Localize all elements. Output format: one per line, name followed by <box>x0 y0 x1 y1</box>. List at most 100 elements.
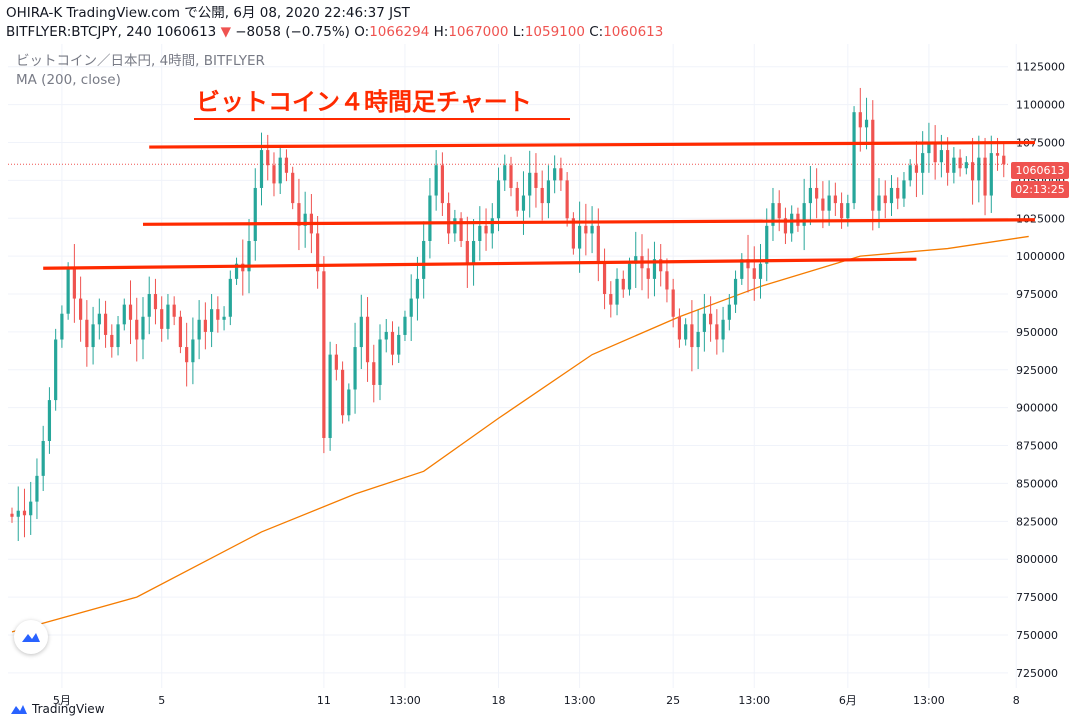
candle-body <box>340 369 345 416</box>
trendline <box>43 257 917 270</box>
candle-body <box>933 142 937 163</box>
indicator-label[interactable]: MA (200, close) <box>16 72 121 88</box>
candle-body <box>422 240 426 279</box>
tradingview-logo-button[interactable] <box>14 620 48 654</box>
candle-body <box>347 389 351 416</box>
candle-body <box>733 278 738 305</box>
candle-body <box>91 324 95 348</box>
candle-body <box>135 319 139 340</box>
candle-body <box>765 225 769 264</box>
candle-body <box>103 313 108 335</box>
candle-body <box>964 162 968 169</box>
candle-body <box>297 203 301 226</box>
candle-body <box>10 513 14 517</box>
publish-line: OHIRA-K TradingView.com で公開, 6月 08, 2020… <box>6 5 410 21</box>
candle-body <box>621 278 625 290</box>
candle-body <box>128 304 133 320</box>
candle-body <box>496 180 501 219</box>
countdown-tag: 02:13:25 <box>1011 181 1069 198</box>
candle-body <box>97 313 101 325</box>
candle-body <box>16 510 20 517</box>
candle-body <box>721 319 725 340</box>
candle-body <box>627 263 632 290</box>
candle-body <box>553 168 557 181</box>
candle-body <box>359 316 363 348</box>
trendline <box>142 218 1035 226</box>
candle-body <box>409 298 413 317</box>
candle-body <box>228 278 232 317</box>
candle-body <box>259 150 264 188</box>
candle-body <box>777 203 781 219</box>
candle-body <box>316 233 320 272</box>
low-label: L: <box>512 24 525 40</box>
candle-body <box>995 153 1000 156</box>
candle-body <box>247 240 251 272</box>
x-tick-label: 11 <box>317 694 331 707</box>
candle-body <box>521 195 526 211</box>
candle-body <box>702 313 706 332</box>
candle-body <box>328 354 332 438</box>
candle-body <box>303 213 307 226</box>
candle-body <box>652 259 657 279</box>
change-value: −8058 (−0.75%) <box>235 24 350 40</box>
candle-body <box>266 150 270 166</box>
candle-body <box>334 354 338 370</box>
open-label: O: <box>354 24 370 40</box>
candle-body <box>384 331 388 340</box>
candle-body <box>54 339 58 401</box>
candle-body <box>428 195 432 241</box>
candle-body <box>946 150 950 173</box>
low-value: 1059100 <box>524 24 585 40</box>
candle-body <box>715 324 719 340</box>
footer-brand[interactable]: TradingView <box>10 702 105 716</box>
candle-body <box>546 180 551 204</box>
candle-body <box>727 304 731 320</box>
candle-body <box>534 172 538 188</box>
candle-body <box>116 324 120 348</box>
candle-body <box>203 319 207 332</box>
y-tick-label: 750000 <box>1016 629 1058 642</box>
x-tick-label: 13:00 <box>564 694 596 707</box>
chart-header: OHIRA-K TradingView.com で公開, 6月 08, 2020… <box>6 4 663 42</box>
candle-body <box>471 240 476 264</box>
series-title[interactable]: ビットコイン／日本円, 4時間, BITFLYER <box>16 53 265 69</box>
candle-body <box>646 268 650 279</box>
candle-body <box>846 203 850 219</box>
candle-body <box>216 309 220 320</box>
y-tick-label: 800000 <box>1016 553 1058 566</box>
candle-body <box>222 316 226 320</box>
candle-body <box>122 304 126 325</box>
candle-body <box>671 289 675 317</box>
candle-body <box>66 268 70 314</box>
candle-body <box>565 180 569 219</box>
candle-body <box>415 278 420 299</box>
candle-body <box>927 142 931 154</box>
candle-body <box>609 294 613 305</box>
candle-body <box>291 172 295 204</box>
candle-body <box>160 309 164 329</box>
candle-body <box>1002 155 1006 165</box>
candle-body <box>808 187 812 204</box>
candle-body <box>596 225 600 264</box>
candle-body <box>590 225 594 234</box>
tradingview-logo-icon <box>22 633 40 642</box>
x-tick-label: 18 <box>492 694 506 707</box>
candle-body <box>684 324 688 340</box>
y-tick-label: 1100000 <box>1016 99 1065 112</box>
candle-body <box>47 400 52 442</box>
y-tick-label: 850000 <box>1016 477 1058 490</box>
close-label: C: <box>589 24 604 40</box>
candle-body <box>921 153 925 173</box>
candle-body <box>272 165 276 184</box>
candle-body <box>447 203 451 234</box>
y-tick-label: 725000 <box>1016 667 1058 680</box>
candle-body <box>390 331 395 355</box>
y-tick-label: 1125000 <box>1016 61 1065 74</box>
candle-body <box>871 119 875 211</box>
candle-body <box>178 316 183 348</box>
candle-body <box>939 150 943 163</box>
candle-body <box>29 501 33 516</box>
candle-body <box>353 347 357 390</box>
y-tick-label: 1000000 <box>1016 250 1065 263</box>
